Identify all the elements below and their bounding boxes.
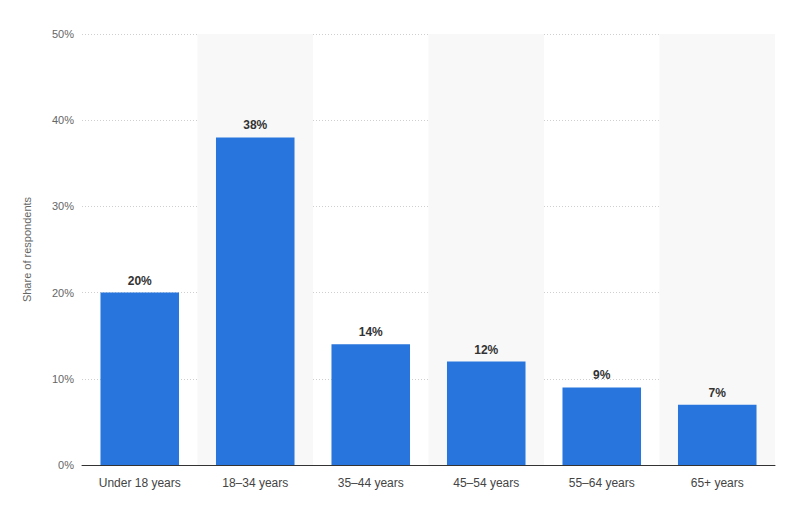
svg-text:0%: 0% [58, 459, 74, 471]
svg-text:18–34 years: 18–34 years [222, 476, 288, 490]
svg-text:12%: 12% [474, 343, 498, 357]
svg-text:20%: 20% [128, 274, 152, 288]
svg-text:14%: 14% [359, 325, 383, 339]
svg-text:45–54 years: 45–54 years [453, 476, 519, 490]
svg-text:10%: 10% [52, 373, 74, 385]
svg-text:50%: 50% [52, 28, 74, 40]
svg-text:38%: 38% [243, 118, 267, 132]
svg-text:Under 18 years: Under 18 years [99, 476, 181, 490]
svg-text:Share of respondents: Share of respondents [21, 196, 33, 302]
svg-text:40%: 40% [52, 114, 74, 126]
svg-text:65+ years: 65+ years [691, 476, 744, 490]
svg-text:30%: 30% [52, 200, 74, 212]
svg-text:9%: 9% [593, 368, 611, 382]
svg-text:7%: 7% [709, 386, 727, 400]
svg-text:20%: 20% [52, 287, 74, 299]
svg-text:55–64 years: 55–64 years [569, 476, 635, 490]
svg-text:35–44 years: 35–44 years [338, 476, 404, 490]
